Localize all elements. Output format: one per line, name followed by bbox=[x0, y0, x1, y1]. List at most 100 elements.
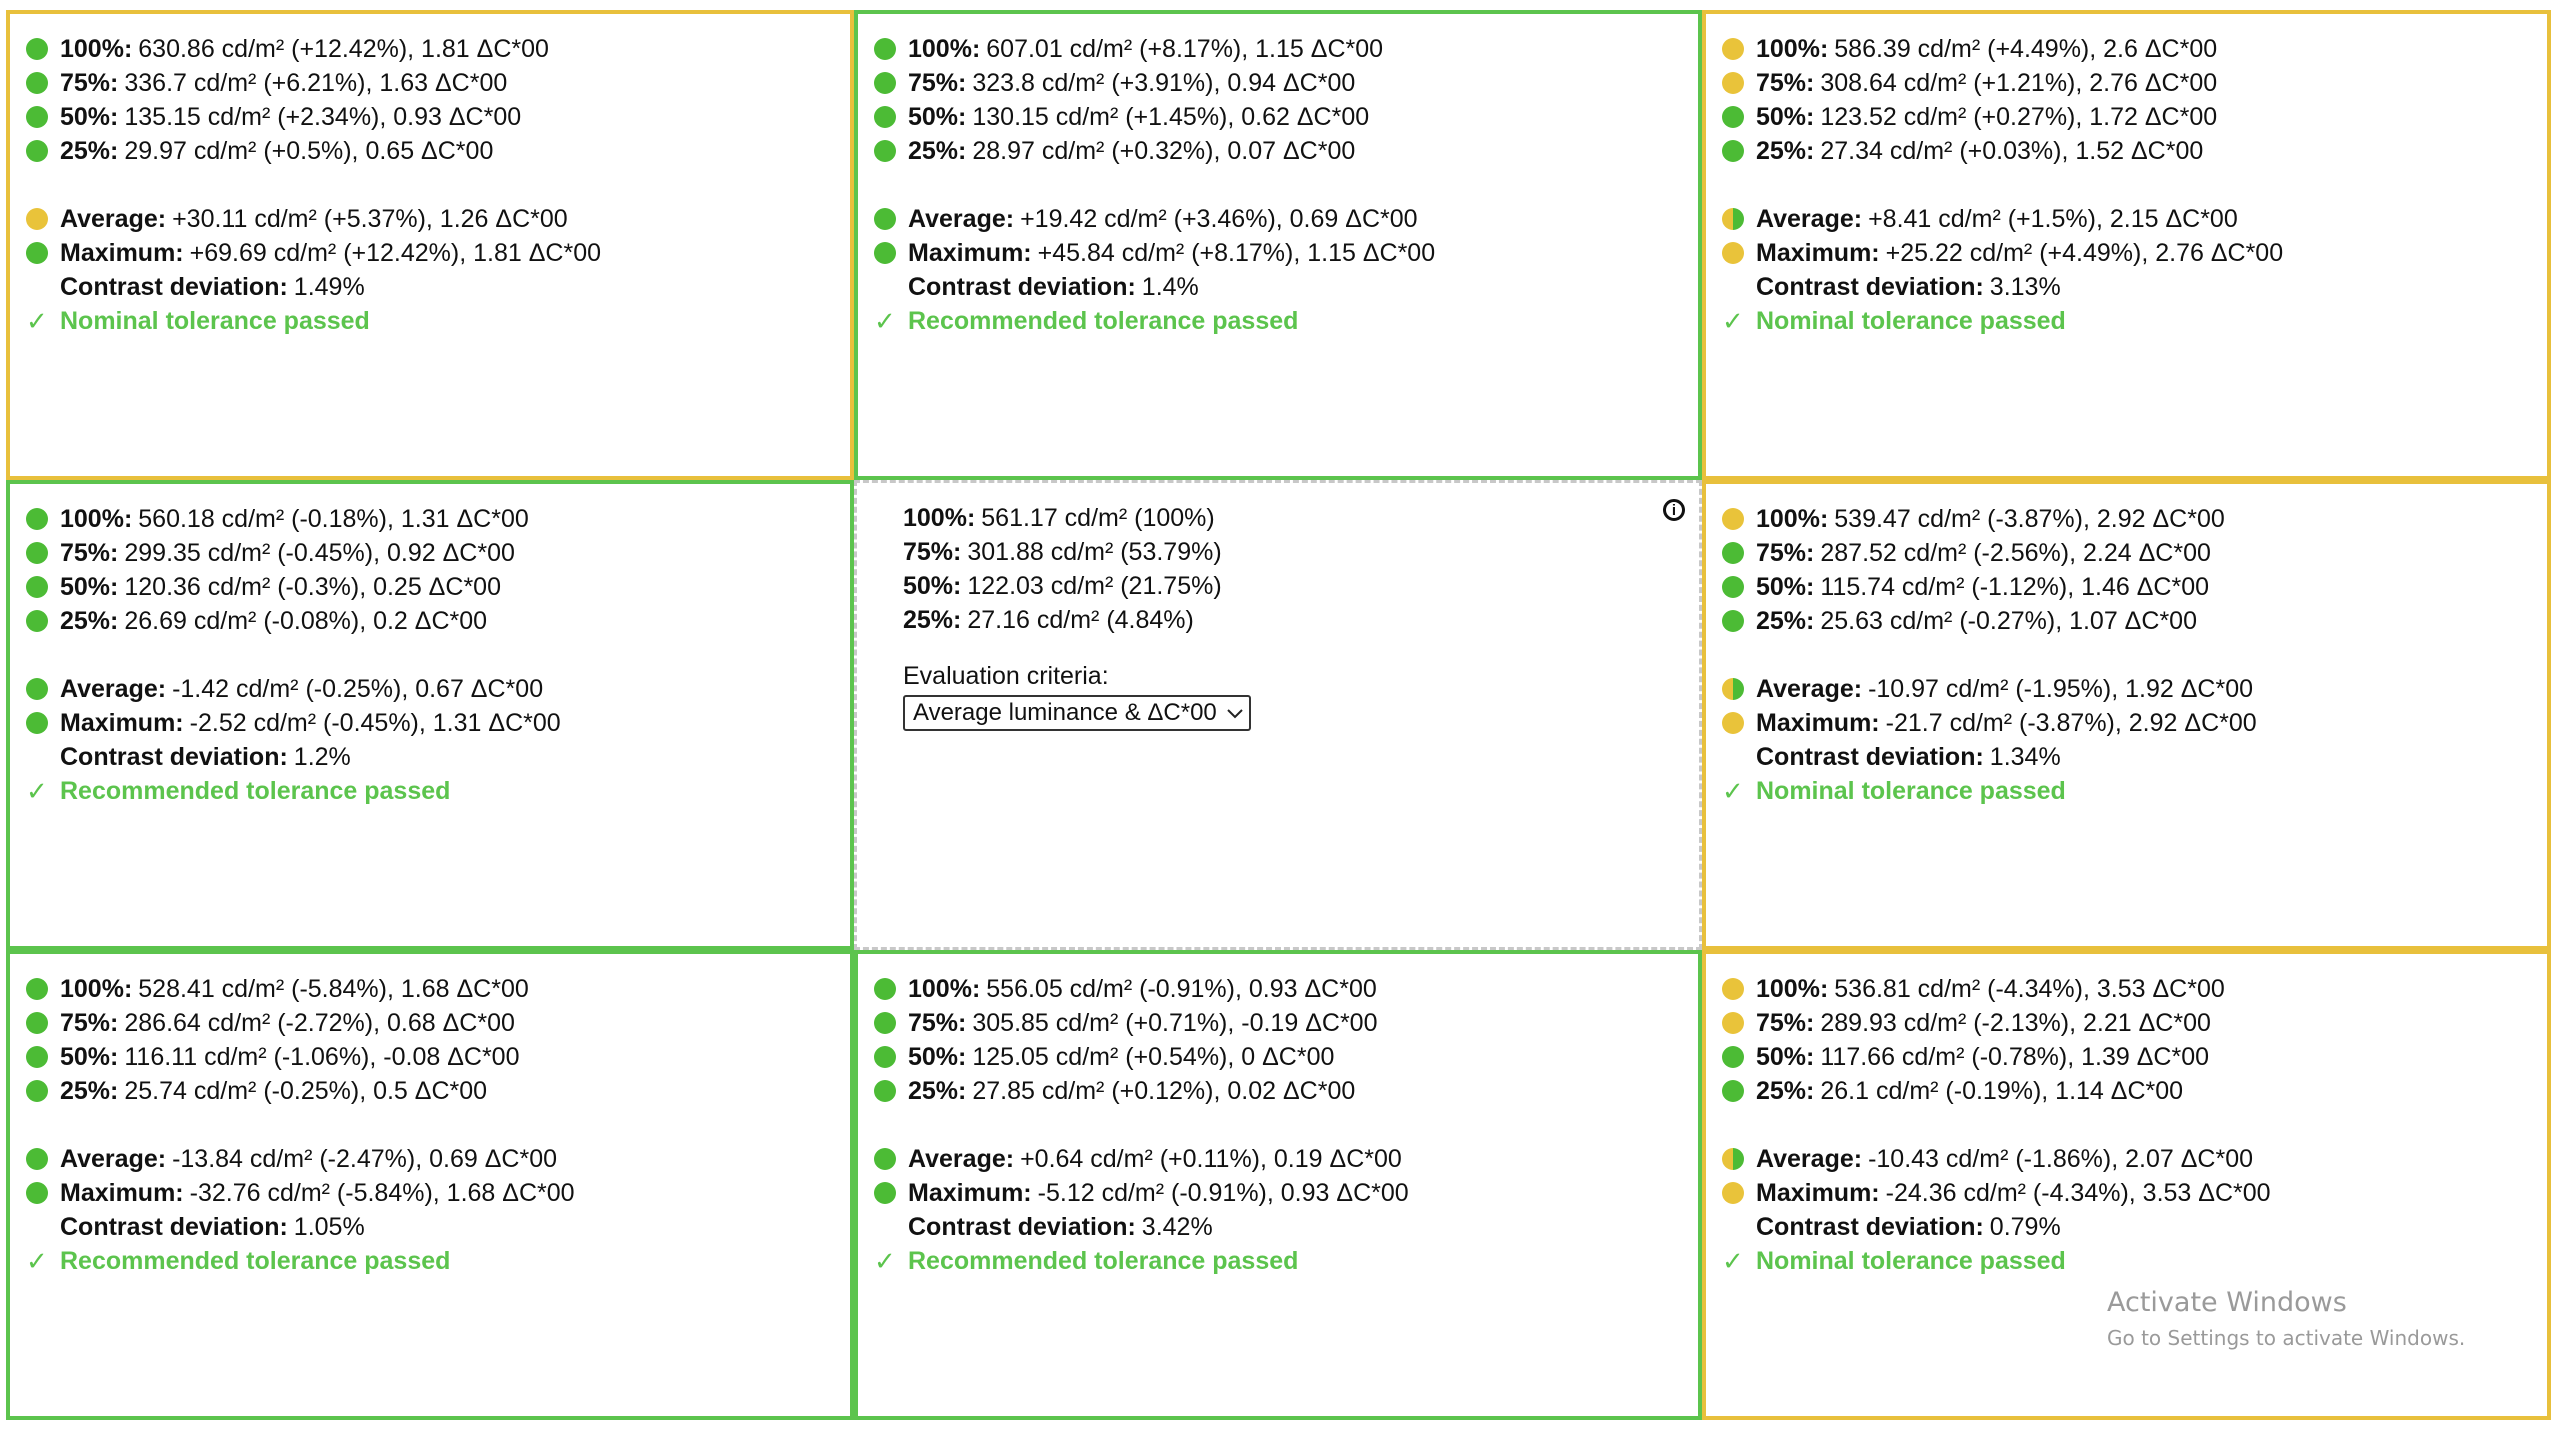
row-gap bbox=[874, 1108, 1698, 1142]
measurement-cell: 100%: 586.39 cd/m² (+4.49%), 2.6 ΔC*00 75%… bbox=[1702, 10, 2551, 480]
status-dot-icon bbox=[26, 978, 48, 1000]
status-dot-icon bbox=[1722, 712, 1744, 734]
average-row: Average: +0.64 cd/m² (+0.11%), 0.19 ΔC*00 bbox=[874, 1142, 1698, 1176]
metric-value: +19.42 cd/m² (+3.46%), 0.69 ΔC*00 bbox=[1020, 204, 1418, 233]
metric-label: 75%: bbox=[60, 538, 119, 567]
status-dot-icon bbox=[874, 72, 896, 94]
metric-label: Maximum: bbox=[60, 1178, 184, 1207]
metric-label: Average: bbox=[1756, 1144, 1863, 1173]
maximum-row: Maximum: -5.12 cd/m² (-0.91%), 0.93 ΔC*00 bbox=[874, 1176, 1698, 1210]
metric-value: 305.85 cd/m² (+0.71%), -0.19 ΔC*00 bbox=[972, 1008, 1378, 1037]
check-icon: ✓ bbox=[874, 305, 896, 336]
measurement-row: 50%: 130.15 cd/m² (+1.45%), 0.62 ΔC*00 bbox=[874, 100, 1698, 134]
metric-value: 308.64 cd/m² (+1.21%), 2.76 ΔC*00 bbox=[1820, 68, 2218, 97]
status-dot-icon bbox=[1722, 38, 1744, 60]
check-icon: ✓ bbox=[26, 1245, 48, 1276]
row-gap bbox=[26, 638, 850, 672]
maximum-row: Maximum: +25.22 cd/m² (+4.49%), 2.76 ΔC*0… bbox=[1722, 236, 2547, 270]
measurement-row: 50%: 135.15 cd/m² (+2.34%), 0.93 ΔC*00 bbox=[26, 100, 850, 134]
status-dot-icon bbox=[26, 1012, 48, 1034]
metric-label: 100%: bbox=[908, 34, 981, 63]
measurement-row: 75%: 305.85 cd/m² (+0.71%), -0.19 ΔC*00 bbox=[874, 1006, 1698, 1040]
metric-label: 100%: bbox=[903, 503, 976, 532]
average-row: Average: +8.41 cd/m² (+1.5%), 2.15 ΔC*00 bbox=[1722, 202, 2547, 236]
metric-value: 123.52 cd/m² (+0.27%), 1.72 ΔC*00 bbox=[1820, 102, 2218, 131]
maximum-row: Maximum: +69.69 cd/m² (+12.42%), 1.81 ΔC*… bbox=[26, 236, 850, 270]
metric-value: -21.7 cd/m² (-3.87%), 2.92 ΔC*00 bbox=[1885, 708, 2257, 737]
metric-label: 75%: bbox=[908, 68, 967, 97]
metric-label: Contrast deviation: bbox=[1756, 742, 1984, 771]
evaluation-criteria-select[interactable]: Average luminance & ΔC*00 bbox=[903, 695, 1251, 731]
tolerance-status: ✓ Nominal tolerance passed bbox=[1722, 304, 2547, 338]
metric-value: 130.15 cd/m² (+1.45%), 0.62 ΔC*00 bbox=[972, 102, 1370, 131]
chevron-down-icon bbox=[1227, 703, 1243, 724]
info-circle-icon[interactable]: i bbox=[1663, 499, 1685, 521]
metric-value: 336.7 cd/m² (+6.21%), 1.63 ΔC*00 bbox=[124, 68, 508, 97]
row-gap bbox=[874, 168, 1698, 202]
measurement-cell: 100%: 528.41 cd/m² (-5.84%), 1.68 ΔC*00 75… bbox=[6, 950, 854, 1420]
status-dot-icon bbox=[26, 678, 48, 700]
metric-label: 50%: bbox=[908, 102, 967, 131]
status-dot-icon bbox=[26, 72, 48, 94]
metric-value: 1.2% bbox=[293, 742, 351, 771]
metric-label: 25%: bbox=[1756, 606, 1815, 635]
metric-value: +8.41 cd/m² (+1.5%), 2.15 ΔC*00 bbox=[1868, 204, 2238, 233]
tolerance-status: ✓ Recommended tolerance passed bbox=[874, 304, 1698, 338]
contrast-deviation-row: Contrast deviation: 3.13% bbox=[1722, 270, 2547, 304]
metric-value: 26.69 cd/m² (-0.08%), 0.2 ΔC*00 bbox=[124, 606, 488, 635]
metric-value: 299.35 cd/m² (-0.45%), 0.92 ΔC*00 bbox=[124, 538, 515, 567]
reference-row: 50%: 122.03 cd/m² (21.75%) bbox=[903, 569, 1699, 603]
metric-label: Maximum: bbox=[908, 238, 1032, 267]
tolerance-status: ✓ Nominal tolerance passed bbox=[1722, 1244, 2547, 1278]
check-icon: ✓ bbox=[874, 1245, 896, 1276]
tolerance-status: ✓ Nominal tolerance passed bbox=[26, 304, 850, 338]
status-dot-icon bbox=[874, 1012, 896, 1034]
tolerance-status: ✓ Recommended tolerance passed bbox=[26, 1244, 850, 1278]
status-dot-icon bbox=[1722, 1148, 1744, 1170]
measurement-row: 100%: 556.05 cd/m² (-0.91%), 0.93 ΔC*00 bbox=[874, 972, 1698, 1006]
metric-value: 3.13% bbox=[1989, 272, 2061, 301]
check-icon: ✓ bbox=[1722, 1245, 1744, 1276]
status-dot-icon bbox=[26, 712, 48, 734]
average-row: Average: -10.43 cd/m² (-1.86%), 2.07 ΔC*0… bbox=[1722, 1142, 2547, 1176]
status-dot-icon bbox=[1722, 1182, 1744, 1204]
watermark-subtitle: Go to Settings to activate Windows. bbox=[2107, 1326, 2466, 1350]
status-dot-icon bbox=[1722, 106, 1744, 128]
measurement-row: 50%: 123.52 cd/m² (+0.27%), 1.72 ΔC*00 bbox=[1722, 100, 2547, 134]
status-dot-icon bbox=[26, 1148, 48, 1170]
metric-label: 100%: bbox=[908, 974, 981, 1003]
measurement-cell: 100%: 536.81 cd/m² (-4.34%), 3.53 ΔC*00 75… bbox=[1702, 950, 2551, 1420]
row-gap bbox=[26, 1108, 850, 1142]
status-dot-icon bbox=[874, 1046, 896, 1068]
check-icon: ✓ bbox=[26, 775, 48, 806]
average-row: Average: -1.42 cd/m² (-0.25%), 0.67 ΔC*00 bbox=[26, 672, 850, 706]
status-dot-icon bbox=[1722, 542, 1744, 564]
measurement-row: 100%: 607.01 cd/m² (+8.17%), 1.15 ΔC*00 bbox=[874, 32, 1698, 66]
measurement-row: 75%: 289.93 cd/m² (-2.13%), 2.21 ΔC*00 bbox=[1722, 1006, 2547, 1040]
status-dot-icon bbox=[874, 38, 896, 60]
average-row: Average: +19.42 cd/m² (+3.46%), 0.69 ΔC*0… bbox=[874, 202, 1698, 236]
metric-value: 586.39 cd/m² (+4.49%), 2.6 ΔC*00 bbox=[1834, 34, 2218, 63]
metric-label: Maximum: bbox=[60, 238, 184, 267]
tolerance-status-text: Recommended tolerance passed bbox=[60, 776, 451, 805]
row-gap bbox=[1722, 638, 2547, 672]
measurement-row: 75%: 299.35 cd/m² (-0.45%), 0.92 ΔC*00 bbox=[26, 536, 850, 570]
metric-value: 3.42% bbox=[1141, 1212, 1213, 1241]
tolerance-status-text: Nominal tolerance passed bbox=[1756, 306, 2066, 335]
metric-label: Contrast deviation: bbox=[60, 742, 288, 771]
contrast-deviation-row: Contrast deviation: 1.05% bbox=[26, 1210, 850, 1244]
maximum-row: Maximum: -24.36 cd/m² (-4.34%), 3.53 ΔC*0… bbox=[1722, 1176, 2547, 1210]
metric-value: 536.81 cd/m² (-4.34%), 3.53 ΔC*00 bbox=[1834, 974, 2225, 1003]
status-dot-icon bbox=[1722, 610, 1744, 632]
status-dot-icon bbox=[26, 610, 48, 632]
metric-label: 25%: bbox=[60, 1076, 119, 1105]
contrast-deviation-row: Contrast deviation: 1.34% bbox=[1722, 740, 2547, 774]
status-dot-icon bbox=[26, 38, 48, 60]
row-gap bbox=[1722, 168, 2547, 202]
reference-row: 25%: 27.16 cd/m² (4.84%) bbox=[903, 603, 1699, 637]
metric-value: 117.66 cd/m² (-0.78%), 1.39 ΔC*00 bbox=[1820, 1042, 2210, 1071]
status-dot-icon bbox=[1722, 1012, 1744, 1034]
reference-row: 100%: 561.17 cd/m² (100%) bbox=[903, 501, 1699, 535]
metric-label: Average: bbox=[1756, 204, 1863, 233]
metric-label: 50%: bbox=[1756, 1042, 1815, 1071]
